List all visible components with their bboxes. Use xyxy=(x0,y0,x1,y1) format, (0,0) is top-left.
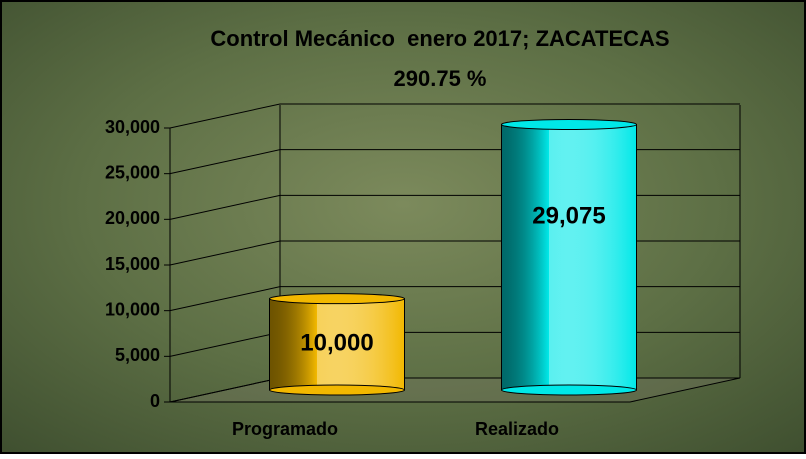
y-tick-label: 10,000 xyxy=(105,299,160,319)
x-tick-label: Realizado xyxy=(475,419,559,439)
chart-subtitle: 290.75 % xyxy=(394,66,487,91)
y-tick-label: 25,000 xyxy=(105,162,160,182)
y-tick-label: 20,000 xyxy=(105,208,160,228)
y-tick-label: 0 xyxy=(150,391,160,411)
bar-bottom xyxy=(501,384,637,396)
grid-line xyxy=(169,103,740,129)
bar-top xyxy=(501,118,637,130)
bar-top xyxy=(269,293,405,305)
y-tick-label: 30,000 xyxy=(105,117,160,137)
chart-title: Control Mecánico enero 2017; ZACATECAS xyxy=(210,26,669,51)
value-label: 10,000 xyxy=(300,330,373,357)
y-tick-label: 15,000 xyxy=(105,254,160,274)
bar-shade xyxy=(501,123,637,391)
bar-bottom xyxy=(269,384,405,396)
value-label: 29,075 xyxy=(532,203,605,230)
bar-shade xyxy=(269,298,405,391)
y-tick-label: 5,000 xyxy=(115,345,160,365)
x-tick-label: Programado xyxy=(232,419,338,439)
